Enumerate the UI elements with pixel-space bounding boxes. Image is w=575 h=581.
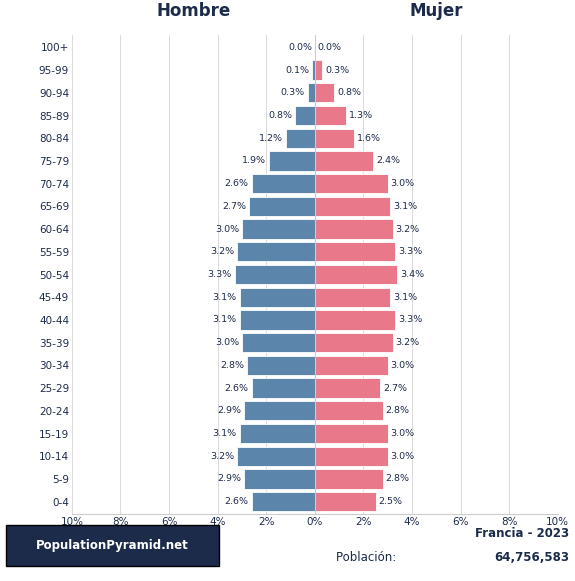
- Bar: [296, 106, 315, 125]
- Bar: [240, 288, 315, 307]
- Bar: [315, 265, 397, 284]
- Text: 0.0%: 0.0%: [318, 43, 342, 52]
- Bar: [315, 83, 334, 102]
- Text: 3.1%: 3.1%: [393, 202, 417, 211]
- Bar: [240, 424, 315, 443]
- Bar: [235, 265, 315, 284]
- Bar: [242, 220, 315, 239]
- Text: PopulationPyramid.net: PopulationPyramid.net: [36, 539, 189, 552]
- Text: 1.3%: 1.3%: [349, 111, 373, 120]
- Bar: [237, 242, 315, 261]
- Text: Población:: Población:: [336, 551, 400, 564]
- Bar: [252, 378, 315, 398]
- Text: Francia - 2023: Francia - 2023: [475, 528, 569, 540]
- Text: 3.0%: 3.0%: [390, 452, 415, 461]
- Text: 1.6%: 1.6%: [356, 134, 381, 143]
- Bar: [315, 447, 388, 466]
- Bar: [315, 310, 395, 329]
- Text: 2.8%: 2.8%: [386, 475, 410, 483]
- Bar: [315, 151, 373, 171]
- Bar: [315, 492, 375, 511]
- Bar: [249, 197, 315, 216]
- Text: 0.1%: 0.1%: [285, 66, 309, 74]
- Bar: [242, 333, 315, 352]
- Text: 64,756,583: 64,756,583: [494, 551, 569, 564]
- Bar: [315, 401, 383, 421]
- Text: 3.0%: 3.0%: [390, 361, 415, 370]
- Text: 3.3%: 3.3%: [398, 248, 422, 256]
- Text: 3.1%: 3.1%: [212, 315, 236, 324]
- Text: 3.0%: 3.0%: [215, 338, 239, 347]
- Bar: [315, 288, 390, 307]
- Text: 0.3%: 0.3%: [281, 88, 305, 97]
- Text: Mujer: Mujer: [409, 2, 463, 20]
- Text: 3.2%: 3.2%: [210, 452, 234, 461]
- Bar: [315, 220, 393, 239]
- Text: 3.0%: 3.0%: [390, 429, 415, 438]
- Text: 3.2%: 3.2%: [396, 225, 420, 234]
- Bar: [315, 60, 322, 80]
- Text: 2.5%: 2.5%: [378, 497, 402, 506]
- Bar: [315, 378, 381, 398]
- Text: 3.2%: 3.2%: [210, 248, 234, 256]
- Text: 3.3%: 3.3%: [208, 270, 232, 279]
- Bar: [286, 128, 315, 148]
- Bar: [315, 333, 393, 352]
- Bar: [315, 106, 346, 125]
- Bar: [244, 401, 315, 421]
- Text: 1.2%: 1.2%: [259, 134, 283, 143]
- Text: 3.4%: 3.4%: [400, 270, 424, 279]
- Text: 3.0%: 3.0%: [215, 225, 239, 234]
- Text: 3.1%: 3.1%: [393, 293, 417, 302]
- Text: 3.1%: 3.1%: [212, 293, 236, 302]
- Bar: [237, 447, 315, 466]
- Bar: [252, 174, 315, 193]
- Bar: [252, 492, 315, 511]
- Text: 0.0%: 0.0%: [288, 43, 312, 52]
- Text: 2.6%: 2.6%: [225, 497, 249, 506]
- Bar: [312, 60, 315, 80]
- Text: 2.6%: 2.6%: [225, 383, 249, 393]
- Text: 0.8%: 0.8%: [337, 88, 361, 97]
- Bar: [315, 197, 390, 216]
- Bar: [240, 310, 315, 329]
- Text: 2.9%: 2.9%: [217, 406, 241, 415]
- Text: 2.7%: 2.7%: [223, 202, 246, 211]
- Text: 2.8%: 2.8%: [220, 361, 244, 370]
- Bar: [315, 469, 383, 489]
- Bar: [315, 242, 395, 261]
- Text: Hombre: Hombre: [156, 2, 231, 20]
- Text: 0.8%: 0.8%: [269, 111, 293, 120]
- Text: 3.2%: 3.2%: [396, 338, 420, 347]
- Bar: [244, 469, 315, 489]
- Text: 2.9%: 2.9%: [217, 475, 241, 483]
- Bar: [269, 151, 315, 171]
- Text: 2.7%: 2.7%: [384, 383, 407, 393]
- Bar: [315, 424, 388, 443]
- Text: 2.8%: 2.8%: [386, 406, 410, 415]
- Bar: [315, 128, 354, 148]
- Text: 3.1%: 3.1%: [212, 429, 236, 438]
- Text: 0.3%: 0.3%: [325, 66, 349, 74]
- Bar: [315, 356, 388, 375]
- Text: 2.6%: 2.6%: [225, 179, 249, 188]
- Text: 3.3%: 3.3%: [398, 315, 422, 324]
- Bar: [308, 83, 315, 102]
- Text: 2.4%: 2.4%: [376, 156, 400, 166]
- Bar: [247, 356, 315, 375]
- Text: 3.0%: 3.0%: [390, 179, 415, 188]
- Bar: [315, 174, 388, 193]
- Text: 1.9%: 1.9%: [242, 156, 266, 166]
